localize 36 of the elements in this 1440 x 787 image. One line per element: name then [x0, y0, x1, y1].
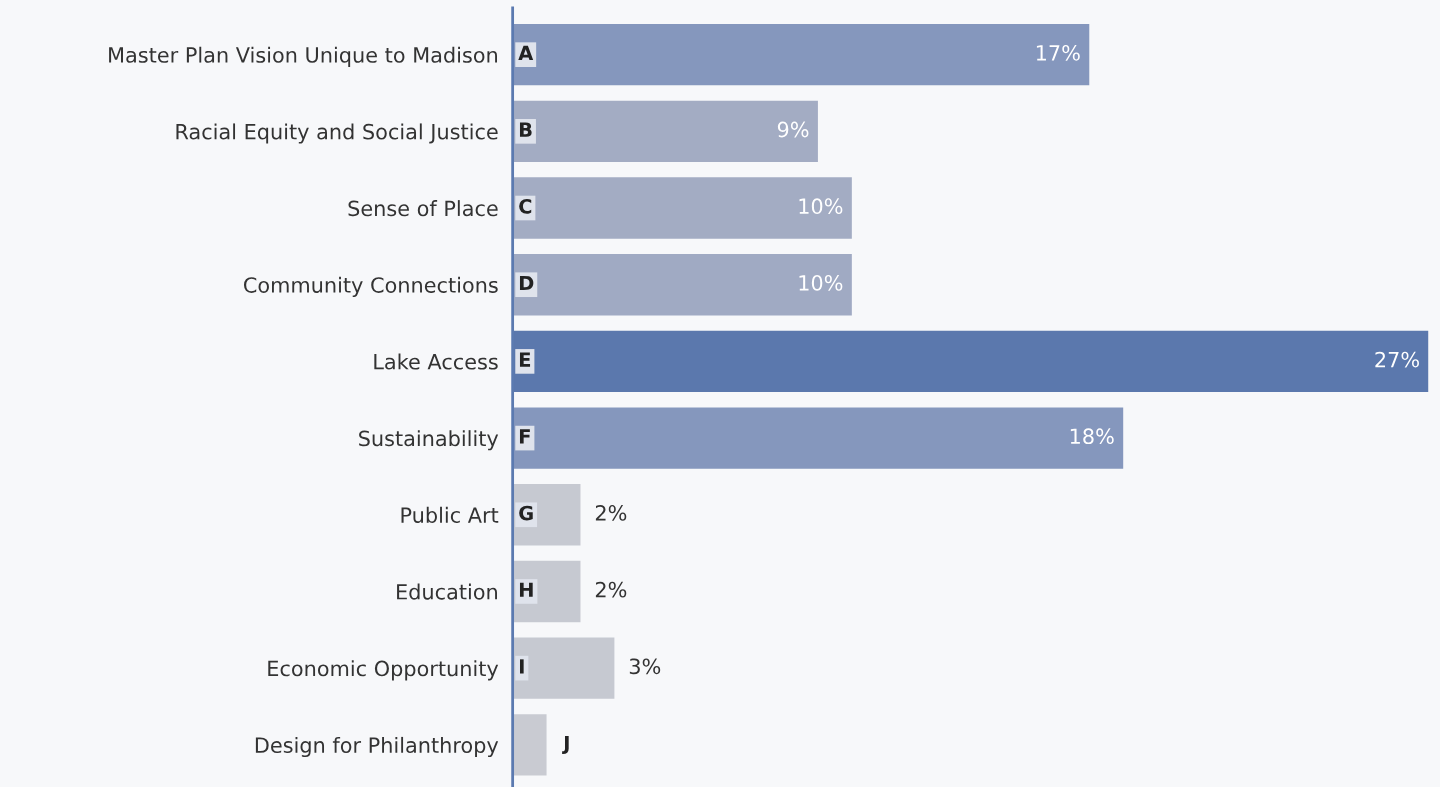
y-tick-label: Design for Philanthropy [255, 736, 499, 758]
y-tick-label: Economic Opportunity [268, 660, 499, 681]
data-label: 3% [629, 658, 661, 675]
annotation: I [519, 659, 524, 674]
y-tick-label: Master Plan Vision Unique to Madison [109, 46, 497, 67]
y-tick-label: Lake Access [374, 353, 498, 370]
data-label: 2% [595, 505, 627, 521]
annotation: H [519, 582, 533, 597]
y-tick-label: Education [397, 583, 497, 600]
bar [512, 637, 615, 699]
annotation: C [519, 198, 532, 214]
data-label: 9% [777, 121, 809, 138]
data-label: 10% [799, 198, 843, 215]
y-tick-label: Community Connections [243, 276, 498, 297]
data-label: 27% [1375, 351, 1419, 368]
bar [512, 100, 818, 163]
bar [512, 177, 852, 239]
data-label: 17% [1036, 44, 1080, 61]
y-tick-label: Public Art [401, 506, 499, 523]
data-label: 2% [595, 581, 627, 598]
data-label: 18% [1070, 428, 1114, 445]
annotation: A [518, 45, 534, 61]
bar [512, 407, 1124, 469]
y-tick-label: Sense of Place [348, 200, 498, 217]
annotation: D [519, 275, 534, 291]
y-tick-label: Sustainability [359, 430, 499, 451]
annotation: E [519, 352, 531, 367]
annotation: G [519, 505, 533, 521]
y-tick-label: Racial Equity and Social Justice [176, 123, 498, 144]
bar [512, 23, 1090, 86]
bar [512, 714, 547, 776]
annotation: B [519, 122, 532, 137]
bar [512, 254, 852, 316]
annotation: J [562, 736, 569, 755]
data-label: 10% [799, 274, 843, 291]
annotation: F [519, 429, 530, 444]
